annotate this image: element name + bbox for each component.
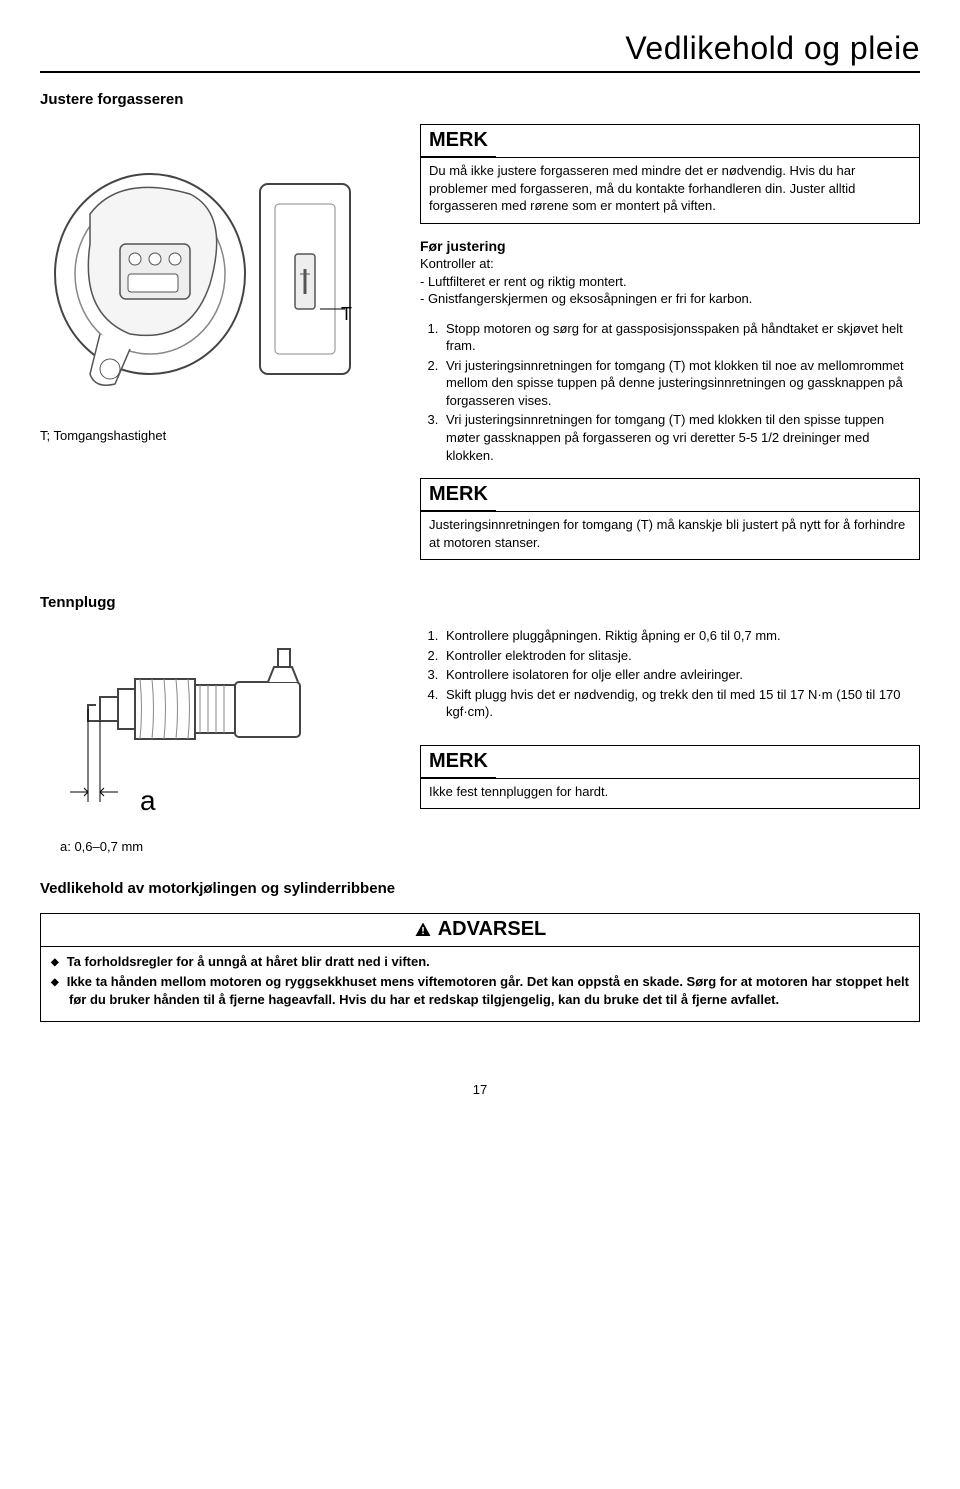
adjust-row: T T; Tomgangshastighet MERK Du må ikke j… xyxy=(40,124,920,574)
section-cooling-heading: Vedlikehold av motorkjølingen og sylinde… xyxy=(40,880,920,897)
adjust-steps: Stopp motoren og sørg for at gassposisjo… xyxy=(420,320,920,464)
pre-adjust-intro: Kontroller at: xyxy=(420,256,920,271)
merk-box-1: MERK Du må ikke justere forgasseren med … xyxy=(420,124,920,224)
pre-item: - Gnistfangerskjermen og eksosåpningen e… xyxy=(420,290,920,308)
warning-item: Ta forholdsregler for å unngå at håret b… xyxy=(51,953,909,971)
adjust-left: T T; Tomgangshastighet xyxy=(40,124,400,443)
plug-right: Kontrollere pluggåpningen. Riktig åpning… xyxy=(420,627,920,823)
warning-icon xyxy=(414,921,432,939)
carburetor-svg xyxy=(40,124,380,424)
merk-title-1: MERK xyxy=(421,125,496,157)
sparkplug-svg xyxy=(40,627,320,827)
warning-header: ADVARSEL xyxy=(41,914,919,947)
page-title: Vedlikehold og pleie xyxy=(40,30,920,67)
warning-list: Ta forholdsregler for å unngå at håret b… xyxy=(51,953,909,1010)
pre-adjust-list: - Luftfilteret er rent og riktig montert… xyxy=(420,273,920,308)
merk-box-2: MERK Justeringsinnretningen for tomgang … xyxy=(420,478,920,560)
page-number: 17 xyxy=(40,1082,920,1097)
plug-steps: Kontrollere pluggåpningen. Riktig åpning… xyxy=(420,627,920,721)
adjust-right: MERK Du må ikke justere forgasseren med … xyxy=(420,124,920,574)
plug-step: Skift plugg hvis det er nødvendig, og tr… xyxy=(442,686,920,721)
merk-box-3: MERK Ikke fest tennpluggen for hardt. xyxy=(420,745,920,810)
pre-adjust-heading: Før justering xyxy=(420,238,920,254)
section-adjust-heading: Justere forgasseren xyxy=(40,91,920,108)
pre-item: - Luftfilteret er rent og riktig montert… xyxy=(420,273,920,291)
sparkplug-diagram: a xyxy=(40,627,320,827)
merk-title-2: MERK xyxy=(421,479,496,511)
title-rule xyxy=(40,71,920,73)
diagram-t-label: T xyxy=(341,304,352,325)
merk-body-3: Ikke fest tennpluggen for hardt. xyxy=(421,779,919,809)
warning-body: Ta forholdsregler for å unngå at håret b… xyxy=(41,947,919,1022)
dimension-a-label: a xyxy=(140,785,156,817)
adjust-step: Vri justeringsinnretningen for tomgang (… xyxy=(442,357,920,410)
dimension-a-caption: a: 0,6–0,7 mm xyxy=(60,839,400,854)
adjust-step: Stopp motoren og sørg for at gassposisjo… xyxy=(442,320,920,355)
adjust-step: Vri justeringsinnretningen for tomgang (… xyxy=(442,411,920,464)
plug-step: Kontrollere pluggåpningen. Riktig åpning… xyxy=(442,627,920,645)
plug-left: a a: 0,6–0,7 mm xyxy=(40,627,400,854)
plug-row: a a: 0,6–0,7 mm Kontrollere pluggåpninge… xyxy=(40,627,920,854)
warning-item: Ikke ta hånden mellom motoren og ryggsek… xyxy=(51,973,909,1009)
plug-step: Kontrollere isolatoren for olje eller an… xyxy=(442,666,920,684)
warning-title-text: ADVARSEL xyxy=(438,918,547,941)
merk-title-3: MERK xyxy=(421,746,496,778)
carburetor-diagram: T xyxy=(40,124,380,424)
section-plug-heading: Tennplugg xyxy=(40,594,920,611)
plug-step: Kontroller elektroden for slitasje. xyxy=(442,647,920,665)
merk-body-1: Du må ikke justere forgasseren med mindr… xyxy=(421,158,919,223)
carburetor-caption: T; Tomgangshastighet xyxy=(40,428,400,443)
warning-box: ADVARSEL Ta forholdsregler for å unngå a… xyxy=(40,913,920,1022)
merk-body-2: Justeringsinnretningen for tomgang (T) m… xyxy=(421,512,919,559)
